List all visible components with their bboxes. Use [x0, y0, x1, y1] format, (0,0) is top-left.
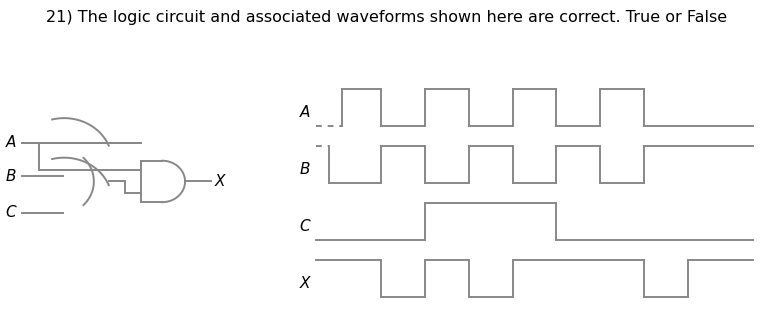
Text: C: C — [5, 205, 15, 220]
Text: C: C — [300, 219, 311, 234]
Text: B: B — [5, 169, 15, 184]
Text: X: X — [300, 276, 311, 291]
Text: B: B — [300, 162, 311, 178]
Text: 21) The logic circuit and associated waveforms shown here are correct. True or F: 21) The logic circuit and associated wav… — [46, 10, 727, 25]
Text: A: A — [5, 135, 15, 150]
Text: A: A — [300, 105, 310, 121]
Text: X: X — [215, 174, 226, 189]
